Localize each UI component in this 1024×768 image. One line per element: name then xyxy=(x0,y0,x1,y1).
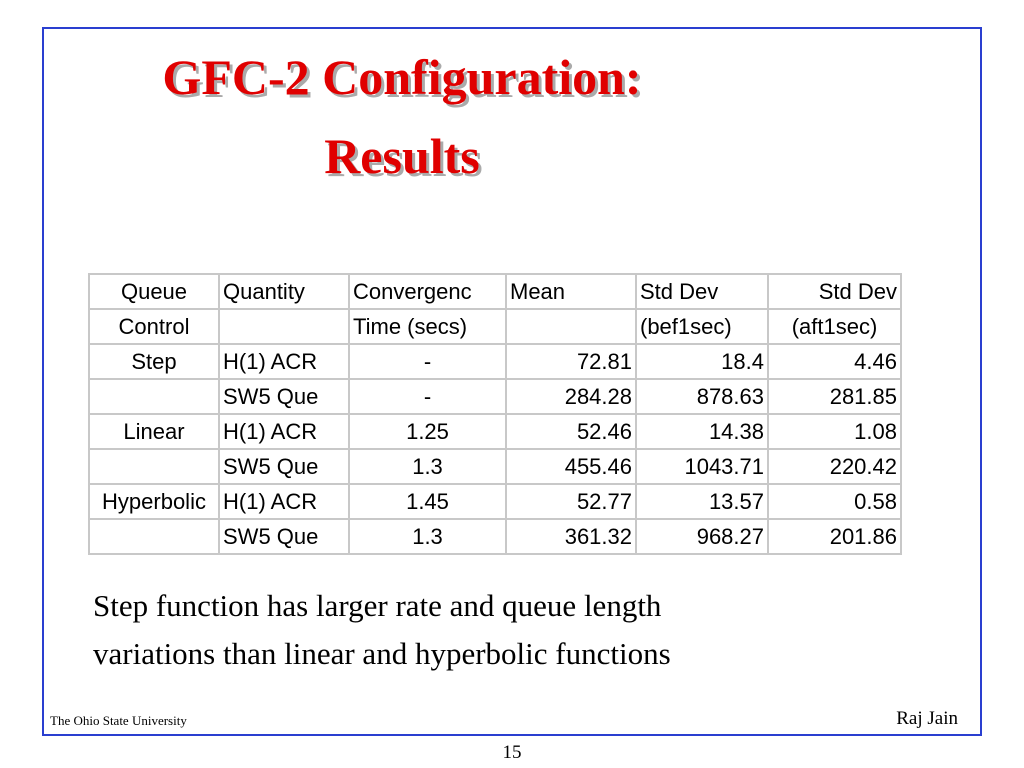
table-cell xyxy=(88,518,220,555)
table-cell: Std Dev xyxy=(767,273,902,310)
table-cell: 1.3 xyxy=(348,448,507,485)
results-table: Queue Quantity Convergenc Mean Std Dev Std De… xyxy=(88,273,902,555)
table-row: SW5 Que 1.3 361.32 968.27 201.86 xyxy=(88,518,902,555)
footer-left: The Ohio State University xyxy=(50,713,187,728)
table-cell: 14.38 xyxy=(635,413,769,450)
table-cell: 52.77 xyxy=(505,483,637,520)
table-cell: 220.42 xyxy=(767,448,902,485)
footer-right: Raj Jain xyxy=(896,708,958,729)
table-cell: Hyperbolic xyxy=(88,483,220,520)
title: GFC-2 Configuration: xyxy=(162,49,642,105)
table-cell: 284.28 xyxy=(505,378,637,415)
table-cell: 1.25 xyxy=(348,413,507,450)
table-cell: - xyxy=(348,378,507,415)
caption: variations than linear and hyperbolic fu… xyxy=(93,636,671,671)
table-row: Queue Quantity Convergenc Mean Std Dev Std De… xyxy=(88,273,902,310)
table-cell: 281.85 xyxy=(767,378,902,415)
table-row: SW5 Que 1.3 455.46 1043.71 220.42 xyxy=(88,448,902,485)
table-cell: Step xyxy=(88,343,220,380)
table-cell: 1.45 xyxy=(348,483,507,520)
title: Results xyxy=(324,128,480,184)
table-cell: 18.4 xyxy=(635,343,769,380)
table-cell: Mean xyxy=(505,273,637,310)
table-cell: H(1) ACR xyxy=(218,343,350,380)
table-cell xyxy=(88,378,220,415)
table-cell: (bef1sec) xyxy=(635,308,769,345)
table-row: Linear H(1) ACR 1.25 52.46 14.38 1.08 xyxy=(88,413,902,450)
table-cell: - xyxy=(348,343,507,380)
table-cell: Queue xyxy=(88,273,220,310)
table-cell: 1.3 xyxy=(348,518,507,555)
table-cell: Time (secs) xyxy=(348,308,507,345)
table-cell: Convergenc xyxy=(348,273,507,310)
table-cell: Quantity xyxy=(218,273,350,310)
table-row: Control Time (secs) (bef1sec) (aft1sec) xyxy=(88,308,902,345)
table-cell: (aft1sec) xyxy=(767,308,902,345)
table-cell: 878.63 xyxy=(635,378,769,415)
table-cell: Linear xyxy=(88,413,220,450)
caption: Step function has larger rate and queue … xyxy=(93,588,662,623)
table-cell xyxy=(88,448,220,485)
table-cell xyxy=(505,308,637,345)
table-cell: 52.46 xyxy=(505,413,637,450)
table-cell: 968.27 xyxy=(635,518,769,555)
table-row: Step H(1) ACR -72.81 18.4 4.46 xyxy=(88,343,902,380)
table-cell: H(1) ACR xyxy=(218,413,350,450)
table-cell: Control xyxy=(88,308,220,345)
table-cell: 1043.71 xyxy=(635,448,769,485)
table-cell: H(1) ACR xyxy=(218,483,350,520)
table-cell: 72.81 xyxy=(505,343,637,380)
table-cell: SW5 Que xyxy=(218,448,350,485)
table-cell: 361.32 xyxy=(505,518,637,555)
table-cell: 1.08 xyxy=(767,413,902,450)
table-cell: SW5 Que xyxy=(218,518,350,555)
table-cell: SW5 Que xyxy=(218,378,350,415)
table-cell: 0.58 xyxy=(767,483,902,520)
table-row: SW5 Que -284.28 878.63 281.85 xyxy=(88,378,902,415)
slide-frame xyxy=(42,27,982,736)
page-number: 15 xyxy=(502,742,522,763)
table-cell xyxy=(218,308,350,345)
table-cell: 13.57 xyxy=(635,483,769,520)
table-cell: 455.46 xyxy=(505,448,637,485)
table-cell: 4.46 xyxy=(767,343,902,380)
table-row: Hyperbolic H(1) ACR 1.45 52.77 13.57 0.58 xyxy=(88,483,902,520)
table-cell: Std Dev xyxy=(635,273,769,310)
table-cell: 201.86 xyxy=(767,518,902,555)
